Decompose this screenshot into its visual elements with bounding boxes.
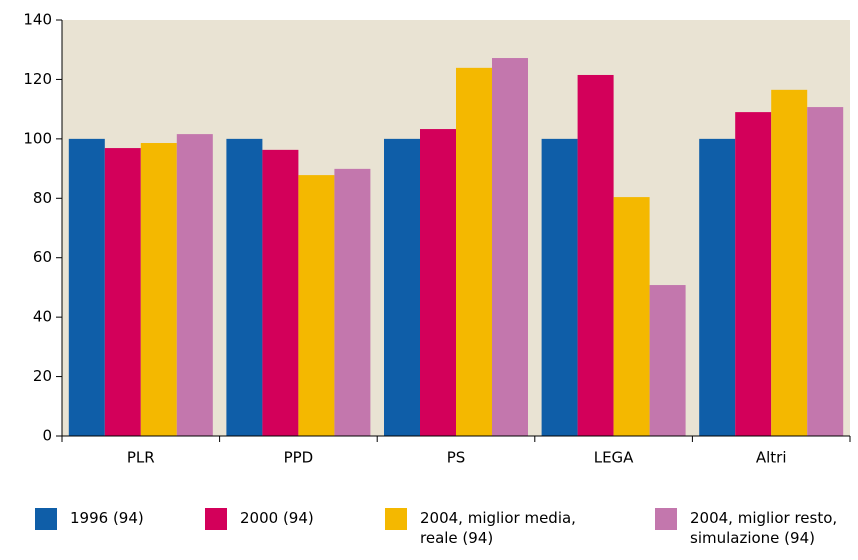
- x-tick-label: Altri: [756, 449, 787, 467]
- bar: [140, 143, 177, 436]
- bar: [226, 138, 263, 436]
- legend-label: 2004, miglior resto, simulazione (94): [690, 509, 838, 547]
- legend-item: 1996 (94): [35, 508, 220, 530]
- bar: [298, 175, 335, 436]
- legend-item: 2004, miglior media, reale (94): [385, 508, 610, 548]
- bar: [649, 285, 686, 436]
- legend-swatch: [655, 508, 677, 530]
- bar: [104, 148, 141, 436]
- bar: [456, 67, 492, 436]
- x-tick-label: PS: [447, 449, 466, 467]
- bar: [577, 74, 614, 436]
- bar: [699, 138, 736, 436]
- y-tick-label: 20: [33, 367, 52, 385]
- y-tick-label: 80: [33, 189, 52, 207]
- legend-swatch: [35, 508, 57, 530]
- bar: [613, 197, 650, 436]
- legend-item: 2000 (94): [205, 508, 390, 530]
- legend-swatch: [385, 508, 407, 530]
- bar: [771, 89, 808, 436]
- bar: [420, 129, 456, 436]
- x-tick-label: LEGA: [594, 449, 634, 467]
- bar: [492, 58, 528, 436]
- y-tick-label: 60: [33, 248, 52, 266]
- legend: 1996 (94) 2000 (94) 2004, miglior media, r…: [0, 508, 858, 560]
- bar: [807, 107, 844, 436]
- bar: [735, 112, 772, 436]
- legend-label: 1996 (94): [70, 509, 144, 527]
- y-tick-label: 0: [42, 427, 52, 445]
- legend-swatch: [205, 508, 227, 530]
- legend-item: 2004, miglior resto, simulazione (94): [655, 508, 858, 548]
- bar: [68, 138, 105, 436]
- y-tick-label: 100: [23, 129, 52, 147]
- bar: [384, 138, 420, 436]
- bar: [262, 149, 299, 436]
- legend-label: 2004, miglior media, reale (94): [420, 509, 576, 547]
- x-tick-label: PLR: [127, 449, 155, 467]
- bar: [176, 134, 213, 437]
- bar: [541, 138, 578, 436]
- bar: [334, 168, 371, 436]
- y-tick-label: 40: [33, 308, 52, 326]
- y-tick-label: 140: [23, 11, 52, 29]
- x-tick-label: PPD: [284, 449, 314, 467]
- y-tick-label: 120: [23, 70, 52, 88]
- chart: 0 20 40 60 80 100 120 140 PLR PPD PS LEGA Altri: [23, 11, 851, 467]
- legend-label: 2000 (94): [240, 509, 314, 527]
